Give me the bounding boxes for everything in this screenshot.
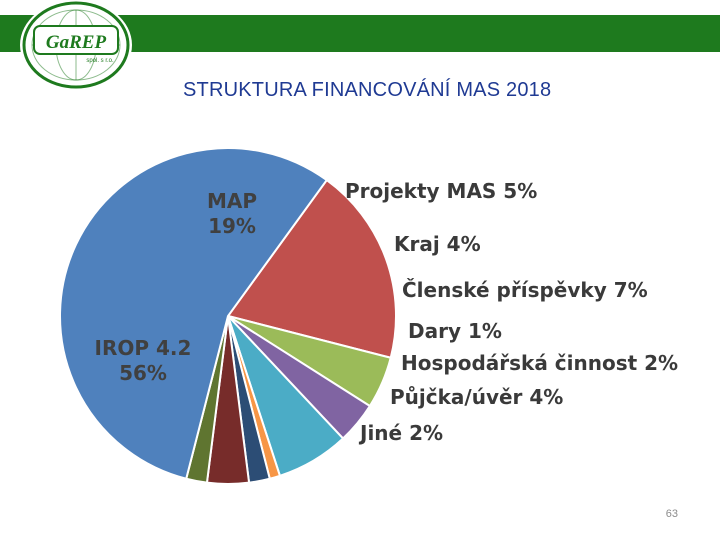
logo-globe-icon [22, 1, 130, 89]
pie-label--lensk-p-sp-vky: Členské příspěvky 7% [402, 278, 648, 302]
logo-main-text: GaREP [46, 32, 107, 53]
pie-label-irop-4-2: IROP 4.2 56% [95, 336, 192, 385]
company-logo: GaREP spol. s r.o. [20, 0, 132, 90]
pie-label-kraj: Kraj 4% [394, 232, 481, 256]
pie-label-hospod-sk-innost: Hospodářská činnost 2% [401, 351, 678, 375]
pie-label-map: MAP 19% [207, 189, 257, 238]
pie-labels: MAP 19% Projekty MAS 5% Kraj 4% Členské přís… [95, 179, 679, 445]
pie-label-p-j-ka-v-r: Půjčka/úvěr 4% [390, 385, 563, 409]
pie-slices [59, 147, 397, 485]
slide-title: STRUKTURA FINANCOVÁNÍ MAS 2018 [183, 79, 552, 101]
logo-text: GaREP spol. s r.o. [46, 32, 114, 64]
pie-label-dary: Dary 1% [408, 319, 502, 343]
logo-sub-text: spol. s r.o. [86, 58, 114, 64]
pie-label-projekty-mas: Projekty MAS 5% [345, 179, 537, 203]
slide-number: 63 [665, 508, 678, 520]
pie-slice-map [226, 178, 397, 359]
pie-label-jin-: Jiné 2% [358, 421, 443, 445]
pie-slice-irop-4-2 [59, 147, 329, 480]
